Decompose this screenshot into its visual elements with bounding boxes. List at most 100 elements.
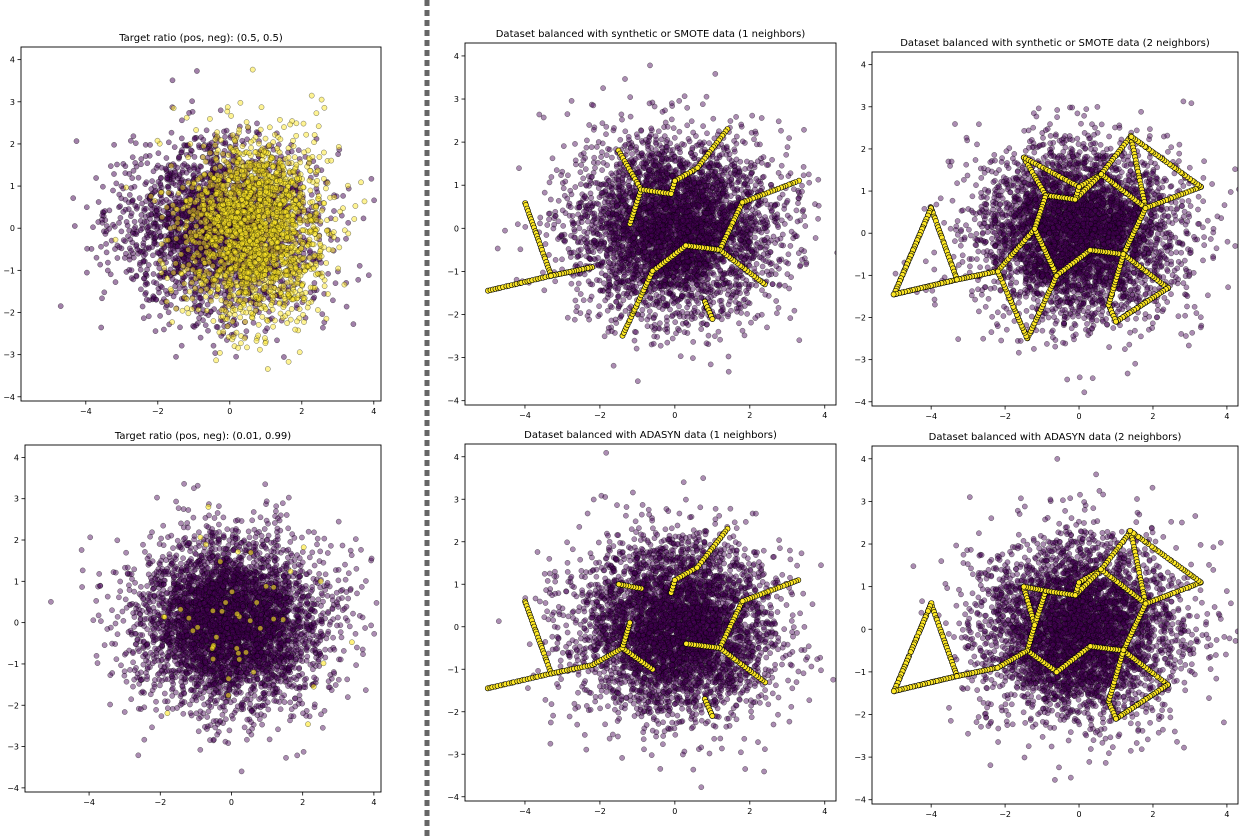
data-point (208, 194, 215, 201)
data-point (281, 354, 287, 360)
data-point (142, 281, 149, 288)
data-point (228, 113, 234, 119)
data-point (143, 296, 150, 303)
data-point (218, 307, 225, 313)
data-point (198, 245, 204, 251)
data-point (117, 203, 123, 210)
data-point (552, 278, 559, 285)
data-point (321, 149, 327, 156)
data-point (318, 253, 325, 260)
data-point (114, 161, 120, 168)
data-point (271, 219, 278, 225)
data-point (336, 244, 343, 251)
data-point (311, 139, 317, 146)
data-point (258, 241, 265, 247)
data-point (201, 171, 208, 178)
y-tick-label: 4 (10, 56, 15, 65)
data-point (93, 175, 99, 181)
data-point (391, 286, 396, 291)
data-point (319, 311, 326, 317)
data-point (212, 234, 218, 241)
data-point (220, 313, 226, 320)
data-point (307, 261, 314, 267)
data-point (273, 261, 280, 268)
data-point (335, 265, 342, 272)
data-point (306, 177, 313, 184)
data-point (180, 263, 186, 270)
data-point (226, 220, 232, 227)
data-point (152, 328, 159, 334)
data-point (317, 240, 323, 247)
data-point (128, 210, 135, 217)
data-point (257, 346, 263, 353)
data-point (316, 154, 323, 160)
data-point (290, 137, 296, 144)
data-point (165, 139, 172, 146)
data-point (103, 249, 110, 256)
data-point (200, 143, 207, 149)
data-point (227, 190, 234, 197)
data-point (269, 164, 276, 170)
data-point (259, 314, 266, 320)
data-point (212, 142, 218, 148)
data-point (114, 255, 121, 261)
data-point (206, 270, 213, 277)
data-point (330, 229, 337, 235)
data-point (318, 259, 324, 266)
data-point (318, 96, 325, 103)
data-point (208, 298, 215, 304)
data-point (601, 333, 608, 340)
data-point (268, 240, 275, 246)
data-point (197, 287, 204, 294)
data-point (97, 261, 104, 268)
data-point (214, 129, 220, 136)
data-point (314, 270, 321, 277)
data-point (293, 161, 300, 168)
data-point (552, 257, 559, 263)
data-point (266, 172, 272, 178)
data-point (217, 163, 224, 170)
data-point (165, 270, 172, 276)
data-point (256, 180, 263, 187)
data-point (328, 157, 335, 164)
data-point (227, 276, 234, 282)
data-point (358, 179, 364, 186)
data-point (255, 321, 262, 328)
y-tick-label: −4 (3, 393, 15, 402)
data-point (235, 175, 241, 182)
data-point (262, 200, 269, 206)
data-point (168, 129, 175, 136)
data-point (145, 224, 152, 230)
data-point (283, 187, 289, 193)
data-point (267, 284, 274, 290)
data-point (233, 353, 239, 360)
data-point (235, 345, 241, 351)
data-point (345, 182, 351, 189)
data-point (221, 261, 228, 268)
data-point (274, 169, 280, 176)
data-point (174, 243, 181, 250)
data-point (213, 216, 220, 223)
data-point (281, 170, 287, 177)
data-point (202, 158, 209, 165)
data-point (111, 171, 117, 177)
data-point (231, 195, 238, 202)
data-point (203, 307, 210, 314)
data-point (147, 142, 153, 148)
data-point (218, 227, 225, 234)
data-point (120, 208, 127, 215)
data-point (234, 209, 241, 215)
data-point (290, 269, 296, 276)
data-point (198, 212, 204, 218)
data-point (259, 264, 265, 271)
data-point (220, 207, 227, 213)
data-point (212, 155, 219, 162)
data-point (245, 124, 251, 130)
data-point (181, 280, 188, 287)
data-point (179, 184, 186, 191)
data-point (184, 305, 190, 312)
data-point (256, 280, 263, 287)
data-point (280, 304, 287, 311)
data-point (201, 206, 207, 213)
data-point (210, 175, 217, 181)
